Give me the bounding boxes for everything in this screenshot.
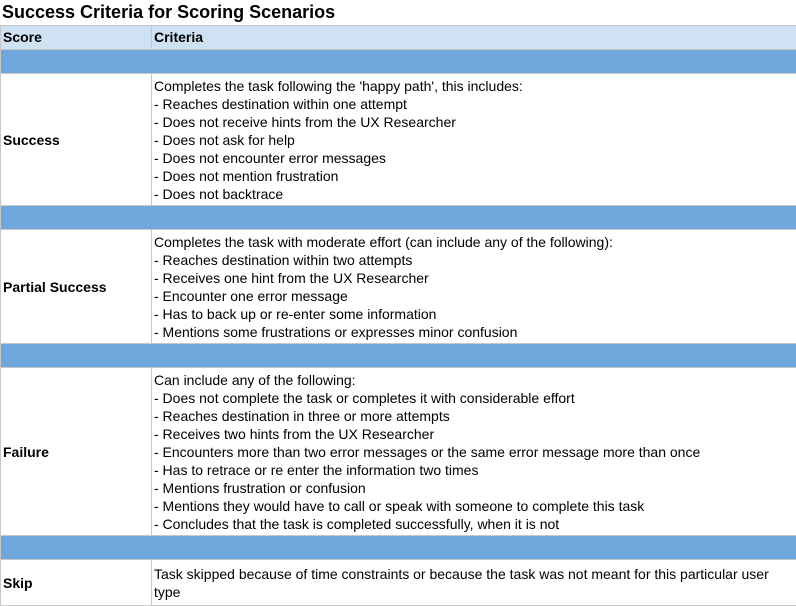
criteria-line: - Reaches destination within one attempt — [154, 95, 796, 113]
sheet-title: Success Criteria for Scoring Scenarios — [2, 0, 335, 24]
criteria-line: - Has to retrace or re enter the informa… — [154, 461, 796, 479]
header-row: Score Criteria — [1, 26, 796, 50]
criteria-line: - Does not mention frustration — [154, 167, 796, 185]
criteria-line: - Does not receive hints from the UX Res… — [154, 113, 796, 131]
band-row — [1, 206, 796, 230]
band-row — [1, 536, 796, 560]
score-cell-failure[interactable]: Failure — [1, 368, 152, 536]
criteria-line: - Does not backtrace — [154, 185, 796, 203]
criteria-header[interactable]: Criteria — [152, 26, 796, 50]
criteria-cell-success[interactable]: Completes the task following the 'happy … — [152, 74, 796, 206]
score-cell-partial-success[interactable]: Partial Success — [1, 230, 152, 344]
criteria-line: - Does not encounter error messages — [154, 149, 796, 167]
criteria-line: Completes the task following the 'happy … — [154, 77, 796, 95]
band-cell[interactable] — [1, 344, 796, 368]
criteria-line: - Does not ask for help — [154, 131, 796, 149]
criteria-line: - Encounter one error message — [154, 287, 796, 305]
score-cell-success[interactable]: Success — [1, 74, 152, 206]
criteria-line: - Mentions frustration or confusion — [154, 479, 796, 497]
criteria-line: - Does not complete the task or complete… — [154, 389, 796, 407]
criteria-line: - Reaches destination within two attempt… — [154, 251, 796, 269]
score-header[interactable]: Score — [1, 26, 152, 50]
criteria-line: - Concludes that the task is completed s… — [154, 515, 796, 533]
band-cell[interactable] — [1, 206, 796, 230]
table-row-success: Success Completes the task following the… — [1, 74, 796, 206]
criteria-line: - Mentions some frustrations or expresse… — [154, 323, 796, 341]
criteria-line: Completes the task with moderate effort … — [154, 233, 796, 251]
criteria-cell-failure[interactable]: Can include any of the following: - Does… — [152, 368, 796, 536]
band-cell[interactable] — [1, 536, 796, 560]
table-row-skip: Skip Task skipped because of time constr… — [1, 560, 796, 606]
criteria-line: - Receives two hints from the UX Researc… — [154, 425, 796, 443]
criteria-line: - Mentions they would have to call or sp… — [154, 497, 796, 515]
criteria-cell-partial-success[interactable]: Completes the task with moderate effort … — [152, 230, 796, 344]
criteria-line: - Reaches destination in three or more a… — [154, 407, 796, 425]
criteria-line: Can include any of the following: — [154, 371, 796, 389]
criteria-line: - Receives one hint from the UX Research… — [154, 269, 796, 287]
band-row — [1, 344, 796, 368]
band-cell[interactable] — [1, 50, 796, 74]
criteria-line: - Encounters more than two error message… — [154, 443, 796, 461]
band-row — [1, 50, 796, 74]
table-row-failure: Failure Can include any of the following… — [1, 368, 796, 536]
criteria-line: Task skipped because of time constraints… — [154, 565, 796, 601]
criteria-cell-skip[interactable]: Task skipped because of time constraints… — [152, 560, 796, 606]
criteria-table: Score Criteria Success Completes the tas… — [0, 25, 796, 606]
criteria-line: - Has to back up or re-enter some inform… — [154, 305, 796, 323]
score-cell-skip[interactable]: Skip — [1, 560, 152, 606]
table-row-partial-success: Partial Success Completes the task with … — [1, 230, 796, 344]
